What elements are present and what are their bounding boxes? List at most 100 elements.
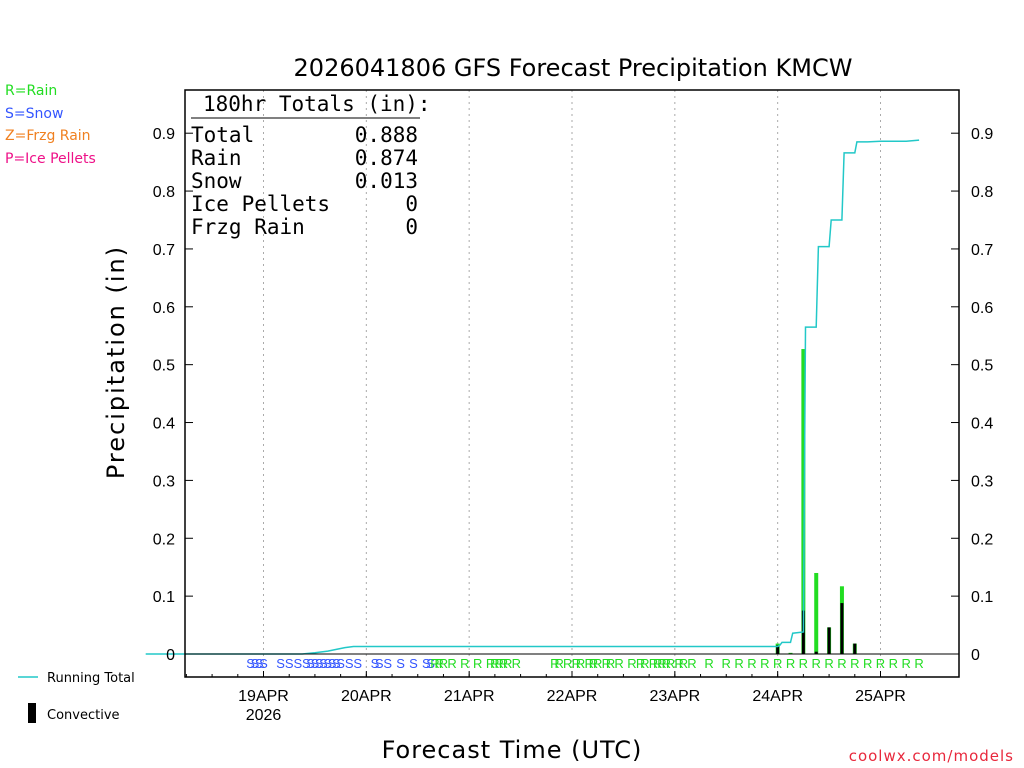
rain-marker: R — [572, 656, 581, 671]
snow-marker: S — [259, 656, 268, 671]
legend-rain: R=Rain — [5, 83, 57, 99]
snow-marker: S — [285, 656, 294, 671]
rain-marker: R — [550, 656, 559, 671]
rain-marker: R — [914, 656, 923, 671]
rain-marker: R — [606, 656, 615, 671]
rain-marker: R — [837, 656, 846, 671]
rain-marker: R — [602, 656, 611, 671]
snow-marker: S — [311, 656, 320, 671]
snow-marker: S — [426, 656, 435, 671]
rain-marker: R — [593, 656, 602, 671]
snow-marker: S — [319, 656, 328, 671]
y-tick-label-left: 0.4 — [153, 416, 175, 433]
y-tick-label-right: 0.1 — [971, 589, 993, 606]
y-tick-label-right: 0.5 — [971, 358, 993, 375]
snow-marker: S — [371, 656, 380, 671]
rain-marker: R — [627, 656, 636, 671]
y-tick-label-left: 0 — [166, 647, 175, 664]
rain-marker: R — [486, 656, 495, 671]
y-tick-label-left: 0.7 — [153, 242, 175, 259]
y-tick-label-left: 0.5 — [153, 358, 175, 375]
legend-running-total: Running Total — [47, 671, 135, 686]
y-tick-label-right: 0.4 — [971, 416, 993, 433]
x-tick-label: 19APR — [238, 688, 289, 705]
rain-marker: R — [490, 656, 499, 671]
year-label: 2026 — [246, 707, 282, 724]
convective-bar — [827, 627, 831, 654]
rain-marker: R — [649, 656, 658, 671]
rain-marker: R — [799, 656, 808, 671]
snow-marker: S — [383, 656, 392, 671]
rain-marker: R — [747, 656, 756, 671]
rain-marker: R — [636, 656, 645, 671]
chart-title: 2026041806 GFS Forecast Precipitation KM… — [294, 54, 853, 82]
snow-marker: S — [328, 656, 337, 671]
rain-marker: R — [850, 656, 859, 671]
snow-marker: S — [251, 656, 260, 671]
totals-row-value: 0 — [405, 215, 418, 239]
rain-marker: R — [439, 656, 448, 671]
rain-marker: R — [512, 656, 521, 671]
snow-marker: S — [293, 656, 302, 671]
x-gridlines — [263, 90, 881, 677]
rain-marker: R — [554, 656, 563, 671]
precip-bar — [801, 349, 806, 654]
rain-marker: R — [434, 656, 443, 671]
x-axis-label: Forecast Time (UTC) — [382, 736, 643, 764]
rain-marker: R — [640, 656, 649, 671]
rain-marker: R — [863, 656, 872, 671]
totals-row-label: Frzg Rain — [191, 215, 305, 239]
totals-row-value: 0 — [405, 192, 418, 216]
convective-bar — [776, 645, 780, 654]
rain-marker: R — [889, 656, 898, 671]
rain-marker: R — [614, 656, 623, 671]
totals-row-value: 0.013 — [355, 169, 418, 193]
snow-marker: S — [302, 656, 311, 671]
snow-marker: S — [336, 656, 345, 671]
snow-marker: S — [409, 656, 418, 671]
snow-marker: S — [422, 656, 431, 671]
snow-marker: S — [353, 656, 362, 671]
x-tick-label: 23APR — [649, 688, 700, 705]
totals-row-label: Ice Pellets — [191, 192, 330, 216]
y-tick-label-left: 0.1 — [153, 589, 175, 606]
y-tick-label-left: 0.9 — [153, 126, 175, 143]
legend-frzg-rain: Z=Frzg Rain — [5, 128, 91, 144]
rain-marker: R — [666, 656, 675, 671]
x-tick-label: 25APR — [855, 688, 906, 705]
x-tick-label: 20APR — [341, 688, 392, 705]
y-tick-label-right: 0.8 — [971, 184, 993, 201]
y-tick-label-left: 0.2 — [153, 531, 175, 548]
rain-marker: R — [473, 656, 482, 671]
snow-marker: S — [375, 656, 384, 671]
x-tick-label: 22APR — [547, 688, 598, 705]
plot-frame — [184, 89, 960, 678]
snow-marker: S — [315, 656, 324, 671]
y-tick-label-right: 0 — [971, 647, 980, 664]
rain-marker: R — [876, 656, 885, 671]
rain-marker: R — [653, 656, 662, 671]
rain-marker: R — [657, 656, 666, 671]
snow-marker: S — [396, 656, 405, 671]
x-axis-ticks: 19APR 20APR 21APR 22APR 23APR 24APR 25APR 2026 — [185, 671, 907, 724]
rain-marker: R — [812, 656, 821, 671]
snow-marker: S — [323, 656, 332, 671]
snow-marker: S — [332, 656, 341, 671]
rain-marker: R — [734, 656, 743, 671]
rain-marker: R — [494, 656, 503, 671]
rain-marker: R — [773, 656, 782, 671]
rain-marker: R — [430, 656, 439, 671]
rain-marker: R — [786, 656, 795, 671]
rain-marker: R — [576, 656, 585, 671]
credit-link[interactable]: coolwx.com/models — [849, 747, 1014, 765]
totals-box: 180hr Totals (in): Total 0.888 Rain 0.874 Sn… — [191, 92, 431, 239]
totals-row-label: Rain — [191, 146, 242, 170]
totals-row-label: Total — [191, 123, 254, 147]
y-tick-label-right: 0.2 — [971, 531, 993, 548]
totals-header: 180hr Totals (in): — [203, 92, 431, 116]
rain-marker: R — [589, 656, 598, 671]
x-tick-label: 21APR — [444, 688, 495, 705]
rain-marker: R — [687, 656, 696, 671]
rain-marker: R — [902, 656, 911, 671]
